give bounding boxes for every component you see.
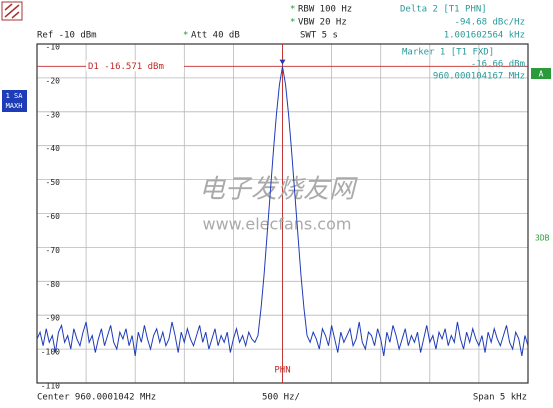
detector: MAXH [6,102,23,110]
y-tick-label: -110 [41,382,60,391]
center-frequency: Center 960.0001042 MHz [37,393,156,403]
y-tick-label: -60 [46,212,61,221]
watermark-cn: 电子发烧友网 [199,175,358,205]
display-line-label: D1 -16.571 dBm [88,62,164,72]
a-flag-box [531,68,551,79]
delta-marker: Delta 2 [T1 PHN] [400,5,487,15]
rbw: RBW 100 Hz [298,5,352,15]
trace [36,66,529,356]
ref-level: Ref -10 dBm [37,31,97,41]
y-tick-label: -70 [46,246,61,255]
delta-level: -94.68 dBc/Hz [455,18,525,28]
display-line-label-bg [86,60,184,72]
a-flag: A [539,70,544,79]
delta-frequency: 1.001602564 kHz [444,31,525,41]
y-tick-label: -40 [46,144,61,153]
logo-mark [4,3,20,19]
y-tick-label: -20 [46,76,61,85]
vbw: VBW 20 Hz [298,18,347,28]
watermark-url: www.elecfans.com [203,215,352,234]
marker-symbol [279,59,286,65]
sweep-time: SWT 5 s [300,31,338,41]
y-tick-label: -100 [41,348,60,357]
3db-flag: 3DB [535,234,550,243]
attenuation: Att 40 dB [191,31,240,41]
phn-label: PHN [274,366,290,376]
trace-label: 1 SA [6,92,24,100]
marker-frequency: 960.000104167 MHz [433,72,525,82]
span: Span 5 kHz [473,393,527,403]
y-tick-label: -90 [46,314,61,323]
star: * [290,5,295,15]
plot: -10 -20 -30 -40 -50 -60 -70 -80 -90 -100 -110 D1 -1… [36,43,529,391]
per-division: 500 Hz/ [262,393,300,403]
y-tick-label: -50 [46,178,61,187]
y-tick-label: -30 [46,110,61,119]
star: * [183,31,188,41]
marker-level: -16.66 dBm [471,60,525,70]
logo [1,1,23,21]
star: * [290,18,295,28]
marker-label: Marker 1 [T1 FXD] [402,48,494,58]
y-tick-label: -80 [46,280,61,289]
y-tick-label: -10 [46,43,61,52]
trace-box [2,90,27,112]
